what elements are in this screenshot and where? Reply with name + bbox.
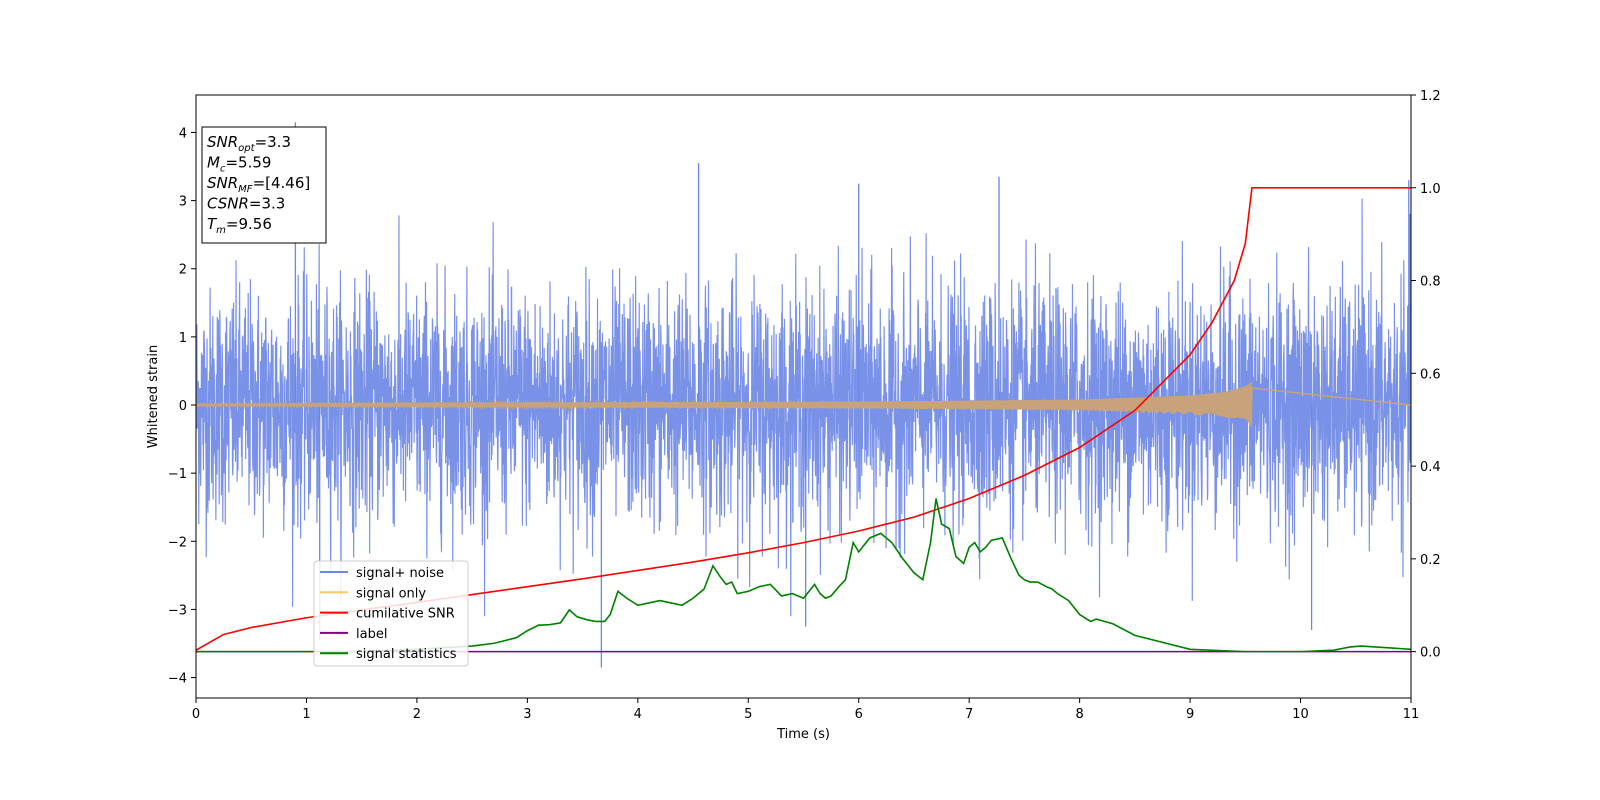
y-tick-label: 0	[179, 399, 187, 414]
legend: signal+ noise signal only cumilative SNR la…	[313, 560, 469, 667]
y2-tick-label: 0.0	[1420, 646, 1441, 661]
y2-tick-label: 0.6	[1420, 367, 1441, 382]
axes: 0 1 2 3 4 5 6 7 8 9 10 1143210−1−2−3−41.21.00.80.60…	[168, 89, 1441, 722]
y-tick-label: −3	[168, 603, 187, 618]
x-tick-label: 7	[965, 707, 973, 722]
legend-label: signal statistics	[356, 647, 457, 662]
plot-frame	[195, 94, 1412, 699]
legend-label: signal only	[356, 586, 426, 601]
x-tick-label: 8	[1075, 707, 1083, 722]
y-tick-label: 1	[179, 331, 187, 346]
y-tick-label: −4	[168, 672, 187, 687]
y-tick-label: 4	[179, 126, 187, 141]
y-axis-label: Whitened strain	[146, 345, 161, 448]
annotation-line: SNRopt=3.3	[207, 133, 291, 154]
annotation-line: SNRMF=[4.46]	[207, 174, 310, 195]
x-tick-label: 5	[744, 707, 752, 722]
x-tick-label: 6	[855, 707, 863, 722]
annotation-line: Mc=5.59	[207, 154, 271, 175]
annotation-line: Tm=9.56	[207, 215, 272, 236]
legend-label: label	[356, 627, 387, 642]
legend-frame	[313, 560, 469, 667]
x-tick-label: 10	[1292, 707, 1309, 722]
y2-tick-label: 1.0	[1420, 182, 1441, 197]
x-tick-label: 11	[1403, 707, 1420, 722]
y2-tick-label: 0.4	[1420, 460, 1441, 475]
annotation-frame	[201, 126, 327, 244]
series-signal-statistics-line	[196, 498, 1411, 653]
y-tick-label: −2	[168, 535, 187, 550]
legend-label: signal+ noise	[356, 566, 444, 581]
plot-area	[196, 122, 1411, 668]
signal-only-envelope	[196, 381, 1252, 423]
x-axis-label: Time (s)	[776, 727, 830, 742]
x-tick-label: 1	[302, 707, 310, 722]
y-tick-label: 2	[179, 263, 187, 278]
x-tick-label: 4	[634, 707, 642, 722]
x-tick-label: 9	[1186, 707, 1194, 722]
legend-label: cumilative SNR	[356, 607, 455, 622]
x-tick-label: 2	[413, 707, 421, 722]
x-tick-label: 0	[192, 707, 200, 722]
y2-tick-label: 1.2	[1420, 89, 1441, 104]
y-tick-label: −1	[168, 467, 187, 482]
y2-tick-label: 0.2	[1420, 553, 1441, 568]
y2-tick-label: 0.8	[1420, 275, 1441, 290]
annotation-line: CSNR=3.3	[207, 195, 285, 213]
y-tick-label: 3	[179, 195, 187, 210]
x-tick-label: 3	[523, 707, 531, 722]
